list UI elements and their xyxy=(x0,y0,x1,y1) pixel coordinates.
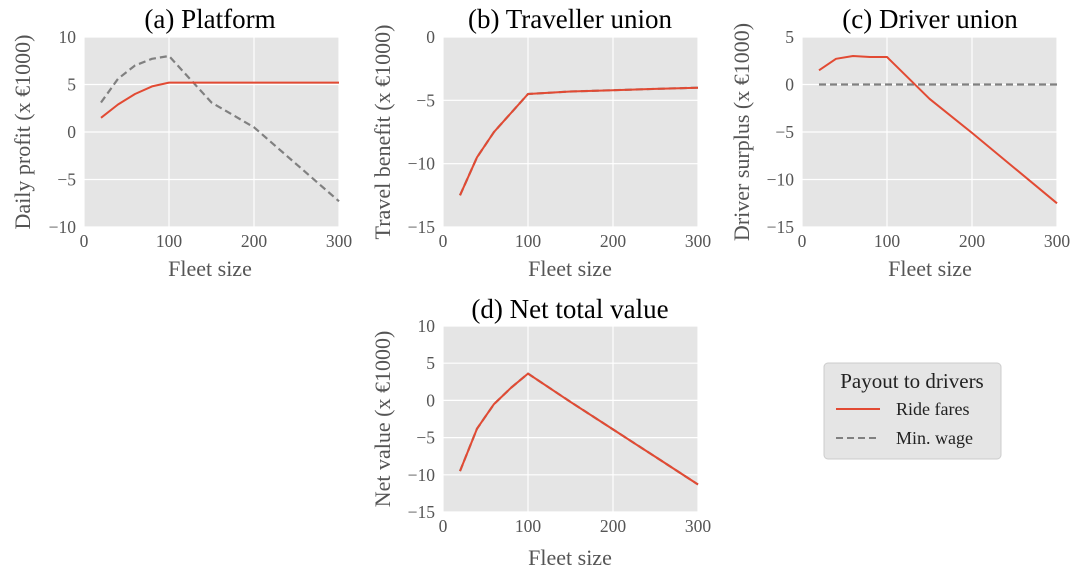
panel-a-xtick-label: 100 xyxy=(156,231,183,251)
panel-c-xlabel: Fleet size xyxy=(888,256,972,281)
panel-a-ytick-label: 10 xyxy=(59,27,77,47)
panel-d-ylabel: Net value (x €1000) xyxy=(370,331,395,508)
panel-d-ytick-label: 10 xyxy=(418,316,436,336)
panel-a-ytick-label: 0 xyxy=(67,122,76,142)
panel-c-plot: 0 100 200 300 −15 −10 −5 0 5 xyxy=(767,27,1071,251)
panel-c-ytick-label: −15 xyxy=(767,217,795,237)
legend-label-min-wage: Min. wage xyxy=(896,428,973,448)
panel-d-ytick-label: −15 xyxy=(408,502,436,522)
legend-label-ride-fares: Ride fares xyxy=(896,399,969,419)
panel-a-title: (a) Platform xyxy=(144,4,275,34)
panel-d-xtick-label: 100 xyxy=(515,516,542,536)
panel-d-plot: 0 100 200 300 −15 −10 −5 0 5 10 xyxy=(408,316,712,536)
panel-b-ytick-label: 0 xyxy=(426,27,435,47)
panel-b-plot: 0 100 200 300 −15 −10 −5 0 xyxy=(408,27,712,251)
panel-c-xtick-label: 0 xyxy=(798,231,807,251)
panel-d-xtick-label: 0 xyxy=(439,516,448,536)
panel-d-ytick-label: −10 xyxy=(408,465,436,485)
panel-c-ytick-label: −5 xyxy=(775,122,794,142)
panel-d-xtick-label: 300 xyxy=(685,516,712,536)
panel-b-ytick-label: −15 xyxy=(408,217,436,237)
panel-a-ytick-label: −10 xyxy=(49,217,77,237)
panel-a-ylabel: Daily profit (x €1000) xyxy=(10,35,35,230)
panel-a: (a) Platform Fleet size Daily profit (x … xyxy=(10,4,352,281)
panel-b-background xyxy=(443,37,698,227)
panel-d-ytick-label: −5 xyxy=(416,428,435,448)
panel-a-xtick-label: 300 xyxy=(326,231,353,251)
panel-a-series-min-wage xyxy=(100,54,340,203)
panel-d-background xyxy=(443,326,698,512)
panel-a-xtick-label: 200 xyxy=(241,231,268,251)
panel-b: (b) Traveller union Fleet size Travel be… xyxy=(370,4,711,281)
panel-a-ytick-label: −5 xyxy=(57,170,76,190)
panel-c-xtick-label: 200 xyxy=(959,231,986,251)
panel-c-xtick-label: 100 xyxy=(874,231,901,251)
panel-d-title: (d) Net total value xyxy=(471,294,668,324)
panel-a-plot: 0 100 200 300 −10 −5 0 5 10 xyxy=(49,27,353,251)
panel-a-ytick-label: 5 xyxy=(67,75,76,95)
panel-d-xtick-label: 200 xyxy=(600,516,627,536)
panel-c: (c) Driver union Fleet size Driver surpl… xyxy=(729,4,1070,281)
panel-d-series-ride-fares xyxy=(459,372,699,486)
panel-a-xlabel: Fleet size xyxy=(168,256,252,281)
panel-b-xlabel: Fleet size xyxy=(528,256,612,281)
panel-c-series-ride-fares xyxy=(818,55,1058,205)
legend-box xyxy=(823,362,1002,460)
panel-b-xtick-label: 100 xyxy=(515,231,542,251)
panel-b-ytick-label: −5 xyxy=(416,90,435,110)
panel-c-ytick-label: −10 xyxy=(767,170,795,190)
panel-b-title: (b) Traveller union xyxy=(468,4,672,34)
panel-c-ylabel: Driver surplus (x €1000) xyxy=(729,23,754,241)
panel-d: (d) Net total value Fleet size Net value… xyxy=(370,294,711,570)
panel-d-ytick-label: 5 xyxy=(426,353,435,373)
panel-b-xtick-label: 200 xyxy=(600,231,627,251)
panel-d-xlabel: Fleet size xyxy=(528,545,612,570)
panel-a-series-ride-fares xyxy=(100,81,339,119)
panel-b-series-ride-fares xyxy=(459,86,699,196)
panel-c-ytick-label: 0 xyxy=(785,75,794,95)
panel-d-ytick-label: 0 xyxy=(426,390,435,410)
panel-b-xtick-label: 300 xyxy=(685,231,712,251)
panel-c-ytick-label: 5 xyxy=(785,27,794,47)
panel-b-xtick-label: 0 xyxy=(439,231,448,251)
panel-a-xtick-label: 0 xyxy=(80,231,89,251)
legend-title: Payout to drivers xyxy=(840,369,983,393)
panel-c-xtick-label: 300 xyxy=(1044,231,1071,251)
panel-b-ylabel: Travel benefit (x €1000) xyxy=(370,25,395,240)
panel-b-ytick-label: −10 xyxy=(408,154,436,174)
legend: Payout to drivers Ride fares Min. wage xyxy=(823,362,1002,460)
panel-c-title: (c) Driver union xyxy=(842,4,1018,34)
